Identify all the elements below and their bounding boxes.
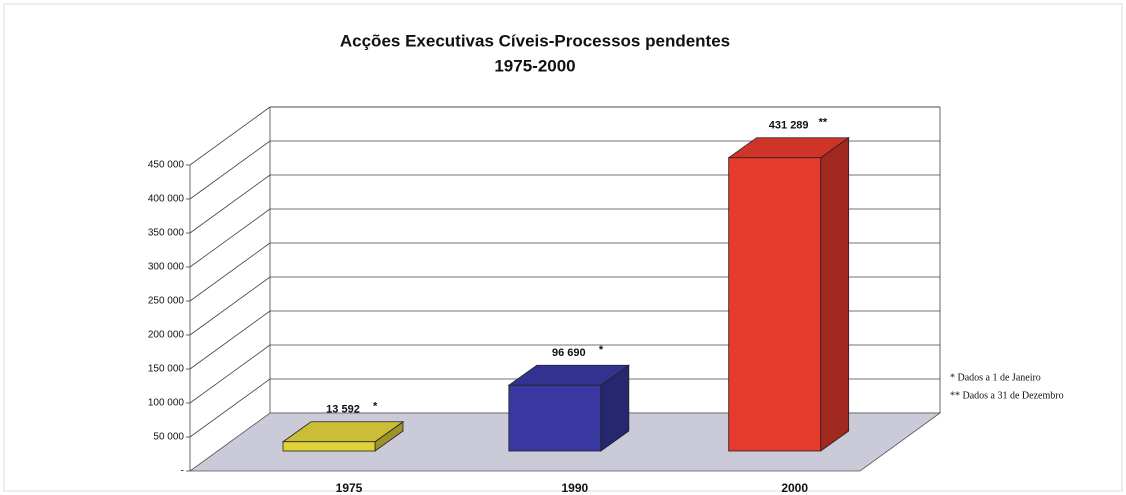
note: ** Dados a 31 de Dezembro: [950, 390, 1064, 401]
y-tick-label: 400 000: [148, 194, 185, 205]
bar-side: [820, 136, 850, 452]
grid-line: [189, 106, 271, 166]
grid-line: [189, 208, 271, 268]
x-tick-label: 2000: [781, 481, 808, 495]
value-label: 431 289: [769, 120, 809, 132]
x-tick-label: 1990: [561, 481, 588, 495]
value-label-note: *: [599, 344, 604, 356]
grid-line: [189, 140, 271, 200]
bar-front: [728, 157, 822, 452]
chart-subtitle: 1975-2000: [494, 56, 575, 75]
y-tick-label: -: [181, 466, 184, 477]
value-label: 13 592: [326, 404, 360, 416]
grid-line: [189, 242, 271, 302]
y-tick-label: 50 000: [153, 432, 184, 443]
grid-line: [189, 344, 271, 404]
bar-front: [282, 441, 376, 452]
bar-front: [508, 384, 602, 452]
value-label: 96 690: [552, 347, 586, 359]
value-label-note: **: [819, 117, 828, 129]
y-tick-label: 150 000: [148, 364, 185, 375]
bar: [281, 420, 405, 452]
grid-line: [189, 276, 271, 336]
chart-title: Acções Executivas Cíveis-Processos pende…: [340, 31, 730, 50]
bar: [727, 136, 850, 452]
grid-line: [189, 310, 271, 370]
y-tick-label: 100 000: [148, 398, 185, 409]
grid-line: [189, 378, 271, 438]
grid-line: [189, 174, 271, 234]
y-tick-label: 250 000: [148, 296, 185, 307]
y-tick-label: 450 000: [148, 160, 185, 171]
y-tick-label: 300 000: [148, 262, 185, 273]
x-tick-label: 1975: [336, 481, 363, 495]
bar: [507, 364, 631, 452]
note: * Dados a 1 de Janeiro: [950, 372, 1041, 383]
y-tick-label: 350 000: [148, 228, 185, 239]
y-tick-label: 200 000: [148, 330, 185, 341]
value-label-note: *: [373, 401, 378, 413]
